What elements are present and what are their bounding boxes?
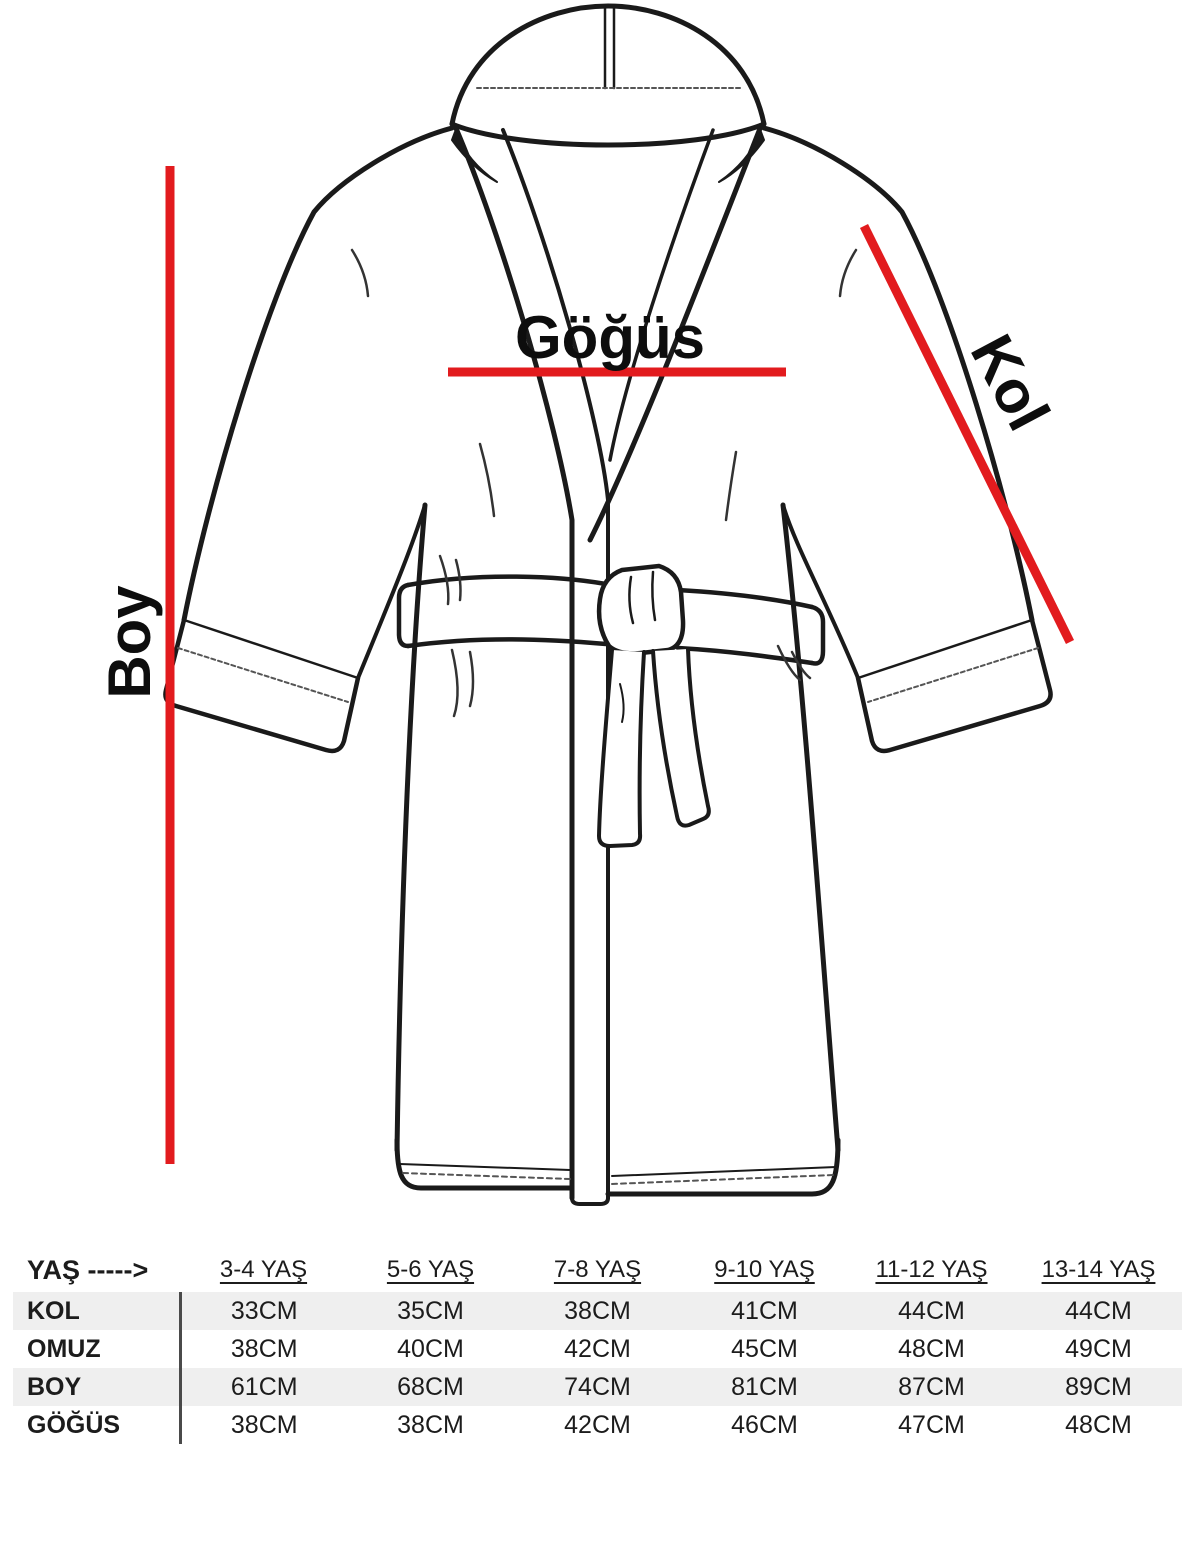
belt: [396, 574, 826, 666]
size-value-cell: 47CM: [898, 1411, 965, 1439]
size-value-cell: 61CM: [230, 1373, 298, 1401]
size-value-cell: 68CM: [397, 1373, 464, 1401]
size-value-cell: 38CM: [564, 1297, 631, 1325]
size-value-cell: 81CM: [731, 1373, 798, 1401]
hem: [394, 1137, 841, 1197]
age-column-header: 11-12 YAŞ: [875, 1256, 988, 1283]
age-column-header: 5-6 YAŞ: [386, 1256, 475, 1283]
size-value-cell: 38CM: [397, 1411, 464, 1439]
table-header-row: YAŞ -----> 3-4 YAŞ 5-6 YAŞ 7-8 YAŞ 9-10 …: [13, 1248, 1182, 1292]
table-row-boy: BOY 61CM 68CM 74CM 81CM 87CM 89CM: [13, 1368, 1182, 1406]
table-row-omuz: OMUZ 38CM 40CM 42CM 45CM 48CM 49CM: [13, 1330, 1182, 1368]
age-column-header: 3-4 YAŞ: [219, 1256, 308, 1283]
table-row-gogus: GÖĞÜS 38CM 38CM 42CM 46CM 47CM 48CM: [13, 1406, 1182, 1444]
age-corner-label: YAŞ ----->: [27, 1255, 149, 1285]
measurement-labels: Göğüs Boy Kol: [96, 304, 1062, 699]
hood-outline: [449, 3, 767, 148]
age-column-header: 9-10 YAŞ: [714, 1256, 815, 1283]
size-value-cell: 35CM: [397, 1297, 464, 1325]
size-value-cell: 87CM: [898, 1373, 965, 1401]
bathrobe-technical-drawing: Göğüs Boy Kol: [96, 3, 1075, 1206]
age-column-header: 13-14 YAŞ: [1041, 1256, 1156, 1283]
size-value-cell: 48CM: [898, 1335, 965, 1363]
size-table: YAŞ -----> 3-4 YAŞ 5-6 YAŞ 7-8 YAŞ 9-10 …: [13, 1248, 1184, 1444]
size-value-cell: 89CM: [1065, 1373, 1132, 1401]
size-value-cell: 42CM: [564, 1335, 631, 1363]
arm-measure-line: [859, 224, 1075, 644]
size-value-cell: 38CM: [230, 1335, 298, 1363]
measurement-row-label: BOY: [13, 1368, 182, 1406]
size-value-cell: 42CM: [564, 1411, 631, 1439]
size-value-cell: 40CM: [397, 1335, 464, 1363]
size-value-cell: 74CM: [564, 1373, 631, 1401]
size-value-cell: 44CM: [898, 1297, 965, 1325]
fabric-wrinkles: [350, 248, 858, 718]
size-value-cell: 46CM: [731, 1411, 798, 1439]
arm-label: Kol: [958, 324, 1063, 441]
left-sleeve: [163, 125, 455, 754]
measurement-row-label: GÖĞÜS: [13, 1406, 182, 1444]
belt-knot: [596, 563, 711, 848]
size-value-cell: 45CM: [731, 1335, 798, 1363]
collar-and-front-band: [451, 123, 765, 1206]
size-value-cell: 41CM: [731, 1297, 798, 1325]
height-label: Boy: [96, 585, 163, 699]
table-row-kol: KOL 33CM 35CM 38CM 41CM 44CM 44CM: [13, 1292, 1182, 1330]
size-value-cell: 49CM: [1065, 1335, 1132, 1363]
measurement-lines: [165, 166, 1075, 1164]
size-value-cell: 48CM: [1065, 1411, 1132, 1439]
chest-label: Göğüs: [515, 304, 705, 371]
age-column-header: 7-8 YAŞ: [553, 1256, 642, 1283]
size-value-cell: 33CM: [230, 1297, 298, 1325]
right-sleeve: [761, 125, 1053, 754]
body-outline: [394, 502, 841, 1153]
size-value-cell: 38CM: [230, 1411, 298, 1439]
size-value-cell: 44CM: [1065, 1297, 1132, 1325]
measurement-row-label: KOL: [13, 1292, 182, 1330]
measurement-row-label: OMUZ: [13, 1330, 182, 1368]
